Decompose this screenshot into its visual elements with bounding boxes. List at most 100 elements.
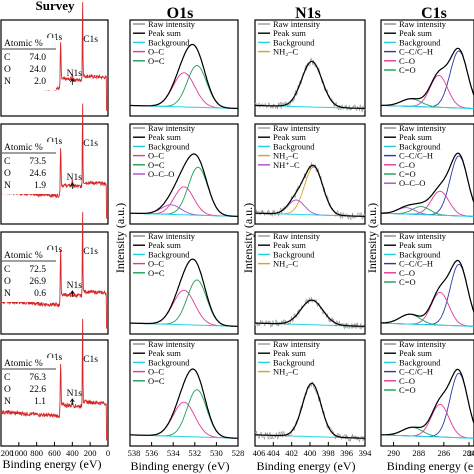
ylabel-n1s: Intensity (a.u.) [241, 203, 255, 273]
o1s-legend-label-2-0: Raw intensity [148, 231, 196, 241]
n1s-ticklabel-3: 400 [304, 448, 317, 458]
c1s-ticklabel-1: 288 [412, 448, 425, 458]
o1s-plot-3 [129, 368, 239, 439]
n1s-legend-label-3-2: Background [273, 357, 315, 367]
o1s-legend-label-3-3: O–C [148, 367, 164, 377]
o1s-component-1-0 [130, 186, 238, 217]
c1s-ticklabel-0: 290 [387, 448, 400, 458]
survey-label-c1s-0: C1s [83, 35, 98, 45]
atomic-element-1-1: O [4, 169, 11, 179]
n1s-legend-label-0-2: Background [273, 37, 315, 47]
c1s-legend-label-3-0: Raw intensity [399, 339, 447, 349]
n1s-sum-2 [255, 299, 366, 327]
o1s-legend-label-2-1: Peak sum [148, 240, 181, 250]
n1s-legend-label-1-3: NH₂–C [273, 151, 298, 161]
o1s-raw-3 [129, 368, 239, 439]
n1s-legend-label-3-0: Raw intensity [273, 339, 321, 349]
atomic-element-0-0: C [4, 53, 10, 63]
survey-ticklabel-3: 600 [48, 448, 61, 458]
survey-ticklabel-4: 400 [66, 448, 79, 458]
c1s-sum-1 [381, 152, 474, 214]
atomic-value-0-1: 24.0 [29, 65, 46, 75]
atomic-value-1-2: 1.9 [34, 181, 46, 191]
atomic-value-3-0: 76.3 [29, 373, 46, 383]
c1s-legend-label-2-5: C=O [399, 277, 416, 287]
o1s-plot-2 [129, 258, 239, 327]
o1s-frame-1 [129, 123, 239, 225]
survey-arrow-0 [70, 78, 75, 85]
c1s-legend-label-2-3: C–C/C–H [399, 259, 433, 269]
o1s-legend-label-3-0: Raw intensity [148, 339, 196, 349]
o1s-legend-label-1-0: Raw intensity [148, 123, 196, 133]
c1s-background-1 [381, 212, 474, 217]
c1s-legend-label-1-2: Background [399, 141, 441, 151]
atomic-value-0-2: 2.0 [34, 77, 46, 87]
n1s-ticklabel-2: 402 [285, 448, 298, 458]
atomic-table-1: Atomic % C 73.5 O 24.6 N 1.9 [2, 142, 56, 194]
atomic-element-3-1: O [4, 385, 11, 395]
o1s-component-1-1 [130, 166, 238, 217]
survey-frame-2 [0, 231, 109, 335]
c1s-frame-3 [380, 339, 474, 447]
o1s-legend-label-1-3: O–C [148, 151, 164, 161]
n1s-frame-3 [254, 339, 366, 447]
n1s-sum-3 [254, 382, 365, 439]
atomic-table-0: Atomic % C 74.0 O 24.0 N 2.0 [2, 38, 56, 90]
col-title-o1s: O1s [167, 5, 194, 22]
c1s-legend-label-1-3: C–C/C–H [399, 151, 433, 161]
atomic-element-1-2: N [4, 181, 11, 191]
o1s-frame-0 [129, 19, 239, 117]
n1s-legend-label-1-4: NH⁺–C [273, 160, 300, 170]
n1s-ticklabel-6: 394 [359, 448, 373, 458]
c1s-legend-label-0-5: C=O [399, 65, 416, 75]
n1s-legend-label-3-1: Peak sum [273, 348, 306, 358]
o1s-legend-label-2-4: O=C [148, 268, 165, 278]
col-title-survey: Survey [36, 0, 76, 13]
c1s-legend-label-3-3: C–C/C–H [399, 367, 433, 377]
c1s-ticklabel-2: 286 [437, 448, 450, 458]
ylabel-c1s: Intensity (a.u.) [365, 203, 379, 273]
o1s-legend-label-3-2: Background [148, 357, 190, 367]
o1s-ticklabel-2: 534 [167, 448, 181, 458]
o1s-legend-label-0-1: Peak sum [148, 28, 181, 38]
atomic-table-2: Atomic % C 72.5 O 26.9 N 0.6 [2, 250, 56, 302]
n1s-plot-1 [254, 162, 366, 220]
survey-label-n1s-0: N1s [67, 69, 83, 79]
atomic-value-3-2: 1.1 [34, 397, 46, 407]
c1s-legend-label-0-0: Raw intensity [399, 19, 447, 29]
atomic-element-0-1: O [4, 65, 11, 75]
c1s-legend-label-2-0: Raw intensity [399, 231, 447, 241]
c1s-sum-0 [381, 47, 474, 106]
atomic-table-bg-1 [2, 142, 56, 194]
o1s-frame-2 [129, 231, 239, 335]
n1s-plot-3 [254, 381, 366, 443]
n1s-legend-label-2-0: Raw intensity [273, 231, 321, 241]
atomic-element-2-1: O [4, 277, 11, 287]
o1s-sum-3 [129, 368, 239, 439]
atomic-title-1: Atomic % [4, 143, 43, 153]
n1s-raw-1 [254, 162, 366, 220]
o1s-legend-label-1-2: Background [148, 141, 190, 151]
xlabel-o1s: Binding energy (eV) [130, 459, 229, 473]
o1s-sum-1 [130, 153, 238, 217]
o1s-legend-label-0-4: O=C [148, 56, 165, 66]
survey-ticklabel-1: 1000 [10, 448, 27, 458]
c1s-legend-label-0-1: Peak sum [399, 28, 432, 38]
n1s-legend-label-1-1: Peak sum [273, 132, 306, 142]
survey-frame-0 [0, 19, 109, 117]
c1s-plot-2 [380, 259, 474, 327]
n1s-legend-label-0-3: NH₂–C [273, 47, 298, 57]
atomic-element-3-0: C [4, 373, 10, 383]
atomic-value-2-1: 26.9 [29, 277, 46, 287]
xlabel-n1s: Binding energy (eV) [256, 459, 355, 473]
atomic-title-3: Atomic % [4, 359, 43, 369]
o1s-raw-1 [129, 153, 239, 217]
n1s-component-1-0 [255, 166, 365, 217]
atomic-element-1-0: C [4, 157, 10, 167]
atomic-table-bg-0 [2, 38, 56, 90]
c1s-legend-label-1-5: C=O [399, 169, 416, 179]
